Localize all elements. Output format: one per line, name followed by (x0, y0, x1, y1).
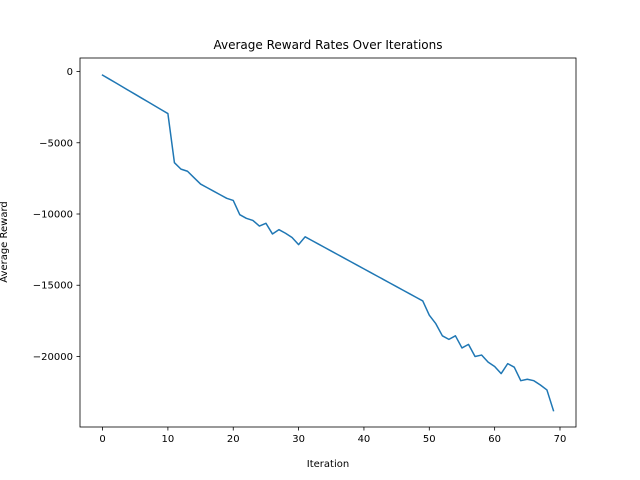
y-tick-label: −20000 (33, 352, 73, 363)
x-tick-label: 50 (423, 434, 436, 445)
axes-frame (79, 57, 577, 428)
y-tick-label: −15000 (33, 281, 73, 292)
x-tick-label: 10 (162, 434, 175, 445)
x-tick-label: 40 (358, 434, 371, 445)
x-tick-label: 30 (292, 434, 305, 445)
x-tick-label: 0 (99, 434, 105, 445)
x-tick-label: 70 (554, 434, 567, 445)
y-tick-label: 0 (67, 67, 73, 78)
y-tick-label: −10000 (33, 210, 73, 221)
chart-title: Average Reward Rates Over Iterations (213, 38, 442, 52)
y-axis-label: Average Reward (0, 201, 10, 282)
plot-area: 0 10 20 30 40 50 60 70 0 −5000 −10000 −15000 −20000 (33, 57, 577, 445)
x-axis-label: Iteration (307, 459, 349, 470)
x-tick-label: 20 (227, 434, 240, 445)
series-line-0 (101, 74, 555, 412)
y-tick-label: −5000 (39, 138, 73, 149)
x-tick-label: 60 (488, 434, 501, 445)
